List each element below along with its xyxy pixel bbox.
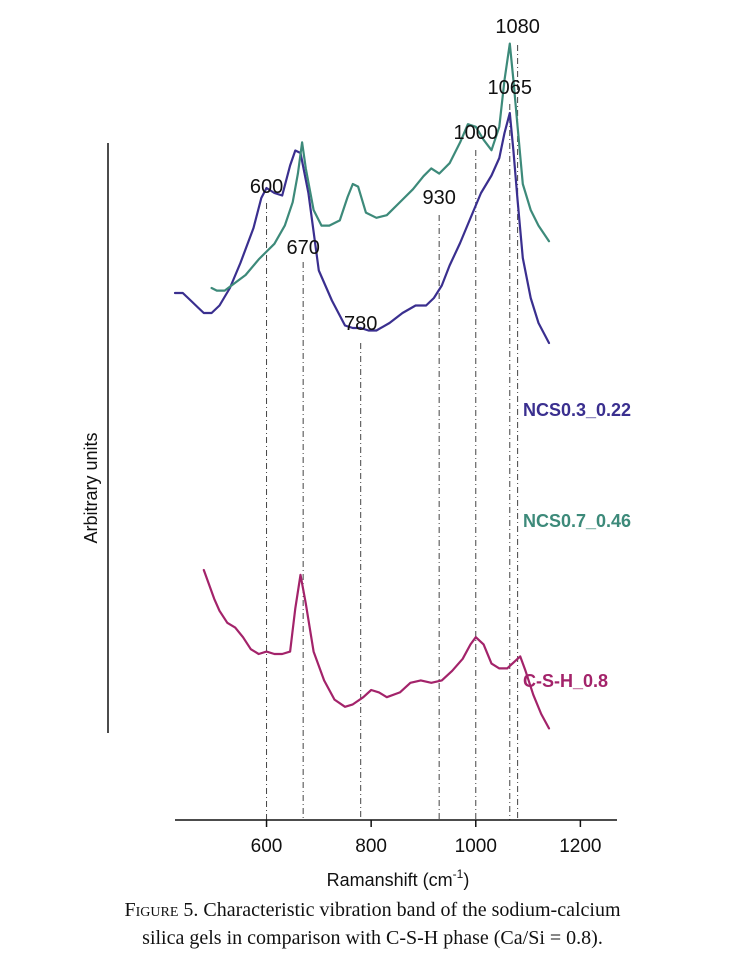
- caption-line-2: silica gels in comparison with C-S-H pha…: [142, 927, 603, 949]
- x-axis-label: Ramanshift (cm-1): [327, 867, 470, 890]
- x-tick-label-800: 800: [355, 836, 387, 857]
- series-label-NCS0.3_0.22: NCS0.3_0.22: [523, 400, 631, 420]
- figure-caption: Figure 5. Characteristic vibration band …: [0, 896, 745, 952]
- series-line-NCS0.7_0.46: [210, 42, 551, 292]
- caption-text: Characteristic vibration band of the sod…: [203, 899, 621, 921]
- series-label-NCS0.7_0.46: NCS0.7_0.46: [523, 511, 631, 531]
- reference-lines: [266, 45, 519, 820]
- peak-label-1065: 1065: [488, 77, 533, 99]
- peak-label-780: 780: [344, 313, 377, 335]
- x-tick-label-1200: 1200: [559, 836, 601, 857]
- axes: [107, 143, 617, 827]
- caption-figure-label: Figure 5.: [124, 899, 199, 921]
- peak-label-1000: 1000: [454, 122, 499, 144]
- series-lines: [173, 42, 551, 730]
- peak-label-670: 670: [286, 237, 319, 259]
- labels: 600 670 780 930 1000 1065 1080 NCS0.3_0.22 NCS0.…: [81, 16, 631, 890]
- series-label-C-S-H_0.8: C-S-H_0.8: [523, 671, 608, 691]
- x-tick-label-1000: 1000: [455, 836, 497, 857]
- raman-chart: 600 670 780 930 1000 1065 1080 NCS0.3_0.22 NCS0.…: [81, 16, 631, 890]
- peak-label-930: 930: [422, 187, 455, 209]
- series-line-NCS0.3_0.22: [173, 111, 551, 345]
- y-axis-label: Arbitrary units: [81, 432, 101, 543]
- caption-line-1: Figure 5. Characteristic vibration band …: [0, 896, 745, 924]
- peak-label-1080: 1080: [495, 16, 540, 38]
- series-line-C-S-H_0.8: [202, 568, 551, 730]
- peak-label-600: 600: [250, 176, 283, 198]
- x-tick-label-600: 600: [251, 836, 283, 857]
